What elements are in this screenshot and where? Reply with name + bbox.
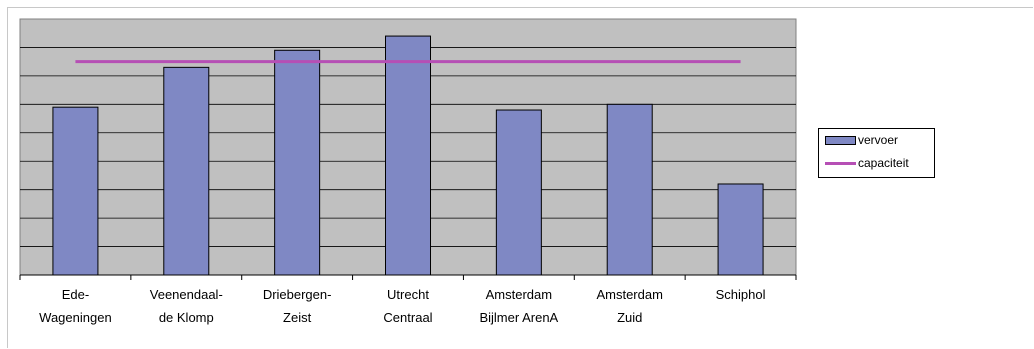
- legend-line-swatch: [825, 161, 856, 165]
- x-axis: [19, 274, 797, 280]
- chart-frame: Ede-Wageningen Veenendaal-de Klomp Drieber…: [7, 7, 1033, 348]
- legend: vervoer capaciteit: [818, 128, 935, 178]
- bars: [52, 35, 764, 276]
- x-tick-label: Ede-Wageningen: [39, 287, 112, 325]
- bar: [717, 183, 764, 276]
- x-tick-label: Veenendaal-de Klomp: [150, 287, 223, 325]
- bar: [385, 35, 431, 276]
- x-axis-labels: Ede-Wageningen Veenendaal-de Klomp Drieber…: [39, 287, 765, 325]
- legend-bar-swatch: [825, 135, 856, 145]
- x-tick-label: Schiphol: [716, 287, 766, 302]
- legend-label-vervoer: vervoer: [858, 133, 899, 147]
- bar-chart: Ede-Wageningen Veenendaal-de Klomp Drieber…: [19, 18, 797, 325]
- legend-item-capaciteit: capaciteit: [825, 155, 909, 171]
- legend-label-capaciteit: capaciteit: [858, 156, 909, 170]
- bar: [274, 49, 321, 276]
- bar: [52, 106, 99, 276]
- bar: [606, 103, 653, 276]
- x-tick-label: Amsterdam Zuid: [596, 287, 662, 325]
- x-tick-label: Utrecht Centraal: [383, 287, 432, 325]
- legend-item-vervoer: vervoer: [825, 132, 898, 148]
- x-tick-label: Driebergen-Zeist: [263, 287, 332, 325]
- bar: [163, 66, 210, 276]
- x-tick-label: Amsterdam Bijlmer ArenA: [479, 287, 558, 325]
- bar: [495, 109, 542, 276]
